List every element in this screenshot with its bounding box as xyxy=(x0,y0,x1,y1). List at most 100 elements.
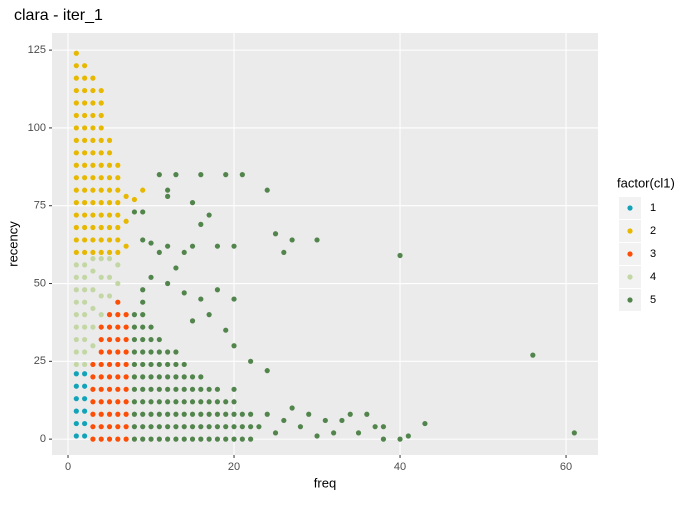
point xyxy=(106,293,113,299)
point xyxy=(73,175,79,181)
legend-label: 3 xyxy=(650,248,656,260)
point xyxy=(239,424,245,430)
point xyxy=(115,212,121,218)
point xyxy=(131,424,138,430)
point xyxy=(272,231,279,237)
point xyxy=(82,299,88,305)
point xyxy=(115,399,121,405)
point xyxy=(98,336,104,343)
point xyxy=(148,240,154,246)
point xyxy=(239,172,245,178)
point xyxy=(106,336,113,343)
chart-title: clara - iter_1 xyxy=(14,7,103,24)
point xyxy=(405,433,411,439)
point xyxy=(131,411,138,417)
point xyxy=(90,399,96,405)
legend-label: 1 xyxy=(650,202,656,214)
point xyxy=(140,349,146,355)
point xyxy=(156,172,162,178)
point xyxy=(90,224,96,231)
point xyxy=(106,150,113,156)
y-tick-label: 50 xyxy=(34,277,46,289)
point xyxy=(140,209,146,215)
point xyxy=(98,237,104,243)
point xyxy=(106,212,113,218)
point xyxy=(90,374,96,380)
point xyxy=(264,411,270,417)
point xyxy=(98,187,104,193)
point xyxy=(98,274,104,280)
point xyxy=(148,386,154,392)
point xyxy=(106,137,113,143)
point xyxy=(198,296,204,302)
point xyxy=(165,386,171,392)
point xyxy=(148,374,154,380)
point xyxy=(189,374,196,380)
point xyxy=(165,187,171,193)
point xyxy=(173,424,179,430)
point xyxy=(165,361,171,368)
point xyxy=(115,262,121,268)
point xyxy=(82,187,88,193)
point xyxy=(90,361,96,368)
point xyxy=(106,162,113,168)
point xyxy=(73,312,79,318)
x-tick-label: 60 xyxy=(560,461,572,473)
point xyxy=(248,436,254,442)
point xyxy=(73,162,79,168)
point xyxy=(106,256,113,262)
point xyxy=(231,386,237,392)
point xyxy=(156,436,162,442)
point xyxy=(281,417,287,424)
point xyxy=(82,224,88,231)
point xyxy=(148,361,154,368)
point xyxy=(189,399,196,405)
point xyxy=(355,430,362,436)
point xyxy=(90,150,96,156)
point xyxy=(198,411,204,417)
point xyxy=(198,436,204,442)
point xyxy=(115,187,121,193)
point xyxy=(231,436,237,442)
point xyxy=(106,187,113,193)
point xyxy=(397,252,403,259)
point xyxy=(82,349,88,355)
point xyxy=(181,436,187,442)
point xyxy=(223,411,229,417)
point xyxy=(73,396,79,402)
point xyxy=(189,200,196,206)
point xyxy=(231,343,237,349)
point xyxy=(165,280,171,287)
point xyxy=(98,256,104,262)
point xyxy=(82,137,88,143)
point xyxy=(115,175,121,181)
point xyxy=(82,75,88,81)
point xyxy=(131,349,138,355)
point xyxy=(82,371,88,377)
point xyxy=(140,299,146,305)
point xyxy=(123,411,129,417)
x-axis-label: freq xyxy=(314,475,336,490)
legend-marker xyxy=(627,297,633,303)
point xyxy=(189,318,196,324)
point xyxy=(115,349,121,355)
point xyxy=(123,312,129,318)
point xyxy=(73,187,79,193)
point xyxy=(106,312,113,318)
x-tick-label: 20 xyxy=(228,461,240,473)
point xyxy=(90,237,96,243)
point xyxy=(90,305,96,312)
point xyxy=(131,209,138,215)
point xyxy=(156,399,162,405)
point xyxy=(297,424,304,430)
point xyxy=(231,411,237,417)
legend-title: factor(cl1) xyxy=(617,175,675,190)
point xyxy=(123,218,129,224)
point xyxy=(82,274,88,280)
point xyxy=(289,237,295,243)
legend-marker xyxy=(627,228,633,234)
point xyxy=(90,386,96,392)
point xyxy=(73,200,79,206)
point xyxy=(148,411,154,417)
point xyxy=(90,212,96,218)
